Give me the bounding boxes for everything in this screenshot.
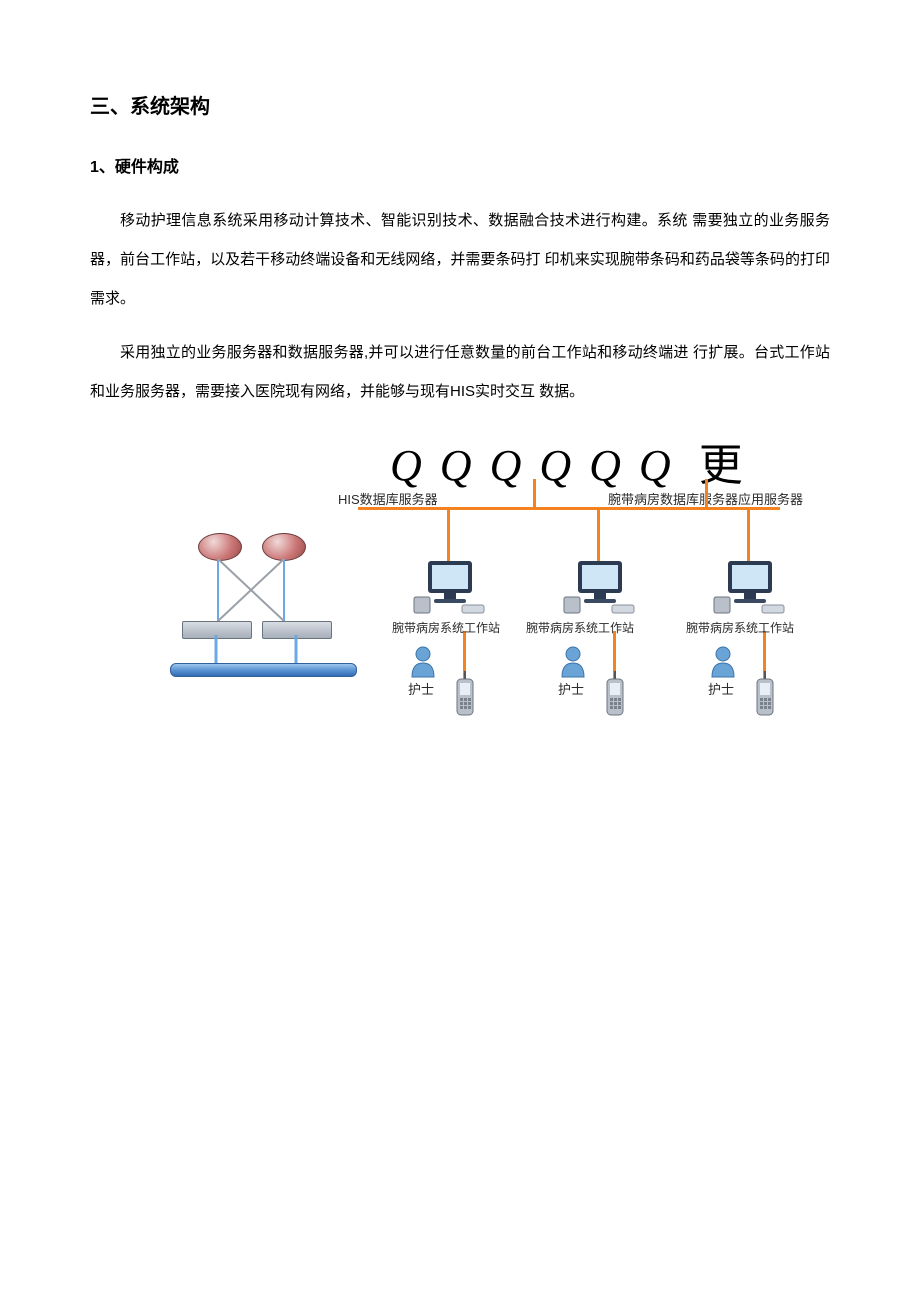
- paragraph-2: 采用独立的业务服务器和数据服务器,并可以进行任意数量的前台工作站和移动终端进 行…: [90, 333, 830, 411]
- nurse-icon: [558, 645, 588, 679]
- nurse-icon: [408, 645, 438, 679]
- line-bus-left-stub: [358, 507, 380, 510]
- handheld-icon: [752, 671, 778, 726]
- heading-section: 三、系统架构: [90, 90, 830, 119]
- network-bus-icon: [170, 663, 357, 677]
- glyph-q: Q: [539, 440, 579, 491]
- nurse-icon: [708, 645, 738, 679]
- workstation-group: [710, 557, 788, 622]
- glyph-q: Q: [390, 440, 430, 491]
- document-page: 三、系统架构 1、硬件构成 移动护理信息系统采用移动计算技术、智能识别技术、数据…: [0, 0, 920, 849]
- workstation-group: [560, 557, 638, 622]
- glyph-q: Q: [589, 440, 629, 491]
- diagram-top-glyph-row: Q Q Q Q Q Q 更: [390, 429, 751, 493]
- handheld-icon: [452, 671, 478, 726]
- line-bus-top: [380, 507, 780, 510]
- workstation-icon: [710, 557, 788, 617]
- architecture-diagram: Q Q Q Q Q Q 更 HIS数据库服务器 腕带病房数据库服务器应用服务器: [90, 429, 830, 789]
- heading-subsection: 1、硬件构成: [90, 153, 830, 177]
- label-workstation: 腕带病房系统工作站: [686, 619, 794, 636]
- label-his-db-server: HIS数据库服务器: [338, 489, 438, 508]
- workstation-icon: [560, 557, 638, 617]
- glyph-q: Q: [440, 440, 480, 491]
- line-server-drop: [705, 479, 708, 507]
- paragraph-1: 移动护理信息系统采用移动计算技术、智能识别技术、数据融合技术进行构建。系统 需要…: [90, 201, 830, 318]
- glyph-q: Q: [490, 440, 530, 491]
- workstation-group: [410, 557, 488, 622]
- label-nurse: 护士: [408, 679, 434, 698]
- glyph-q: Q: [639, 440, 679, 491]
- line-ws-drop: [747, 507, 750, 563]
- label-nurse: 护士: [708, 679, 734, 698]
- line-ws-drop: [447, 507, 450, 563]
- label-workstation: 腕带病房系统工作站: [392, 619, 500, 636]
- handheld-icon: [602, 671, 628, 726]
- line-ws-drop: [597, 507, 600, 563]
- label-workstation: 腕带病房系统工作站: [526, 619, 634, 636]
- workstation-icon: [410, 557, 488, 617]
- line-server-drop: [533, 479, 536, 507]
- label-nurse: 护士: [558, 679, 584, 698]
